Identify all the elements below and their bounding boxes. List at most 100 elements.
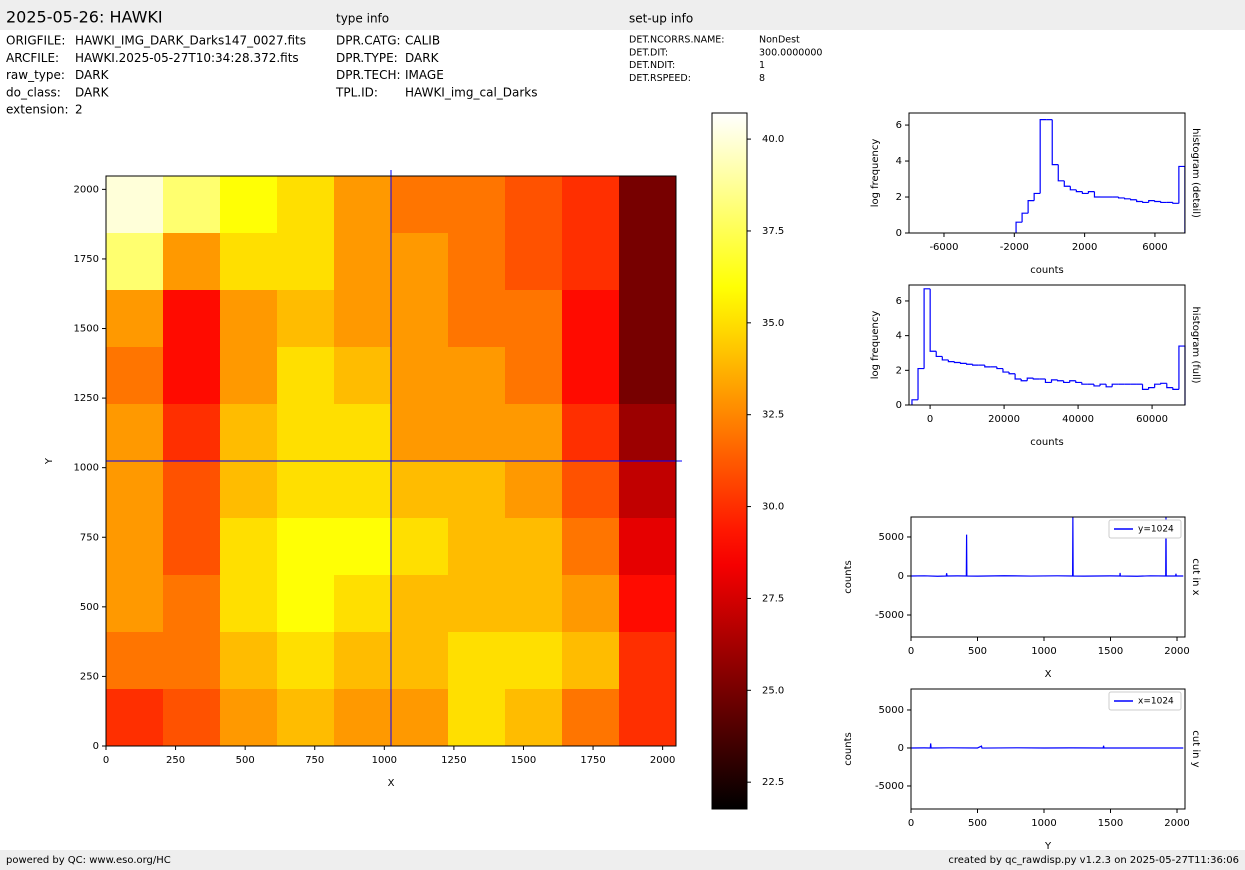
footer-right: created by qc_rawdisp.py v1.2.3 on 2025-…: [948, 855, 1239, 866]
hist-step: [1002, 368, 1010, 373]
pixel-cell: [505, 575, 563, 633]
x-tick-label: -2000: [1000, 242, 1029, 253]
hist-step: [1051, 119, 1059, 166]
hist-step: [1032, 378, 1040, 380]
y-axis-label: log frequency: [870, 311, 881, 380]
info-value: HAWKI.2025-05-27T10:34:28.372.fits: [75, 51, 299, 65]
axes-frame: [105, 175, 677, 747]
hist-step: [935, 351, 943, 358]
hist-step: [1033, 192, 1041, 201]
x-tick-label: 250: [166, 755, 185, 766]
pixel-cell: [277, 461, 335, 519]
colorbar-tick-label: 22.5: [762, 777, 784, 788]
hist-step: [1020, 378, 1028, 382]
pixel-cell: [277, 632, 335, 690]
info-value: CALIB: [405, 34, 440, 48]
pixel-cell: [448, 575, 506, 633]
hist-step: [1093, 191, 1101, 198]
hist-step: [1014, 373, 1022, 380]
hist-step: [1130, 198, 1137, 201]
y-tick-label: 0: [896, 228, 902, 239]
pixel-cell: [619, 689, 677, 747]
pixel-cell: [562, 461, 620, 519]
footer-left: powered by QC: www.eso.org/HC: [6, 855, 171, 866]
pixel-cell: [562, 689, 620, 747]
hist-step: [1044, 378, 1052, 384]
x-tick-label: 500: [968, 646, 987, 657]
info-key: DPR.TYPE:: [336, 51, 398, 65]
hist-step: [1166, 383, 1173, 389]
pixel-cell: [619, 233, 677, 291]
axes-frame: [910, 688, 1186, 810]
hist-step: [929, 288, 937, 352]
info-value: HAWKI_img_cal_Darks: [405, 85, 538, 99]
hist-step: [1039, 119, 1047, 194]
pixel-cell: [562, 575, 620, 633]
hist-step: [1081, 191, 1089, 195]
hist-step: [1111, 383, 1119, 387]
hist-step: [1063, 180, 1071, 187]
hist-step: [1021, 212, 1029, 223]
pixel-cell: [220, 176, 278, 234]
hist-step: [984, 365, 991, 368]
pixel-cell: [505, 176, 563, 234]
pixel-cell: [106, 404, 164, 462]
pixel-cell: [334, 689, 392, 747]
hist-step: [917, 367, 925, 400]
colorbar-tick-label: 27.5: [762, 593, 784, 604]
y-tick-label: 500: [80, 602, 99, 613]
pixel-cell: [163, 632, 221, 690]
x-tick-label: 20000: [988, 414, 1020, 425]
pixel-cell: [619, 290, 677, 348]
pixel-cell: [619, 632, 677, 690]
y-tick-label: -5000: [875, 781, 904, 792]
info-key: DPR.TECH:: [336, 68, 401, 82]
pixel-cell: [505, 632, 563, 690]
pixel-cell: [334, 404, 392, 462]
pixel-cell: [220, 290, 278, 348]
cut-line: [910, 743, 1184, 749]
hist-step: [1154, 383, 1161, 388]
pixel-cell: [220, 518, 278, 576]
pixel-cell: [277, 404, 335, 462]
info-value: 1: [759, 60, 765, 71]
x-tick-label: 0: [908, 646, 914, 657]
pixel-cell: [220, 575, 278, 633]
pixel-cell: [334, 461, 392, 519]
x-tick-label: 1500: [1098, 646, 1123, 657]
info-key: DPR.CATG:: [336, 34, 401, 48]
pixel-cell: [163, 575, 221, 633]
x-axis-label: counts: [1030, 437, 1063, 448]
hist-step: [1099, 383, 1107, 386]
pixel-cell: [448, 404, 506, 462]
pixel-cell: [562, 290, 620, 348]
y-tick-label: 5000: [879, 532, 904, 543]
info-key: raw_type:: [6, 68, 65, 82]
hist-step: [1069, 380, 1076, 383]
y-tick-label: 1000: [74, 463, 99, 474]
info-key: extension:: [6, 103, 69, 117]
x-tick-label: 1500: [511, 755, 536, 766]
x-tick-label: 0: [927, 414, 933, 425]
x-tick-label: 500: [968, 818, 987, 829]
pixel-cell: [277, 176, 335, 234]
pixel-cell: [505, 404, 563, 462]
pixel-cell: [334, 233, 392, 291]
info-value: HAWKI_IMG_DARK_Darks147_0027.fits: [75, 34, 306, 48]
hist-step: [959, 362, 967, 364]
info-key: DET.NCORRS.NAME:: [629, 35, 725, 46]
hist-step: [1015, 221, 1023, 233]
pixel-cell: [391, 290, 449, 348]
pixel-cell: [448, 518, 506, 576]
hist-step: [1093, 384, 1101, 387]
side-title: histogram (full): [1190, 306, 1201, 383]
hist-step: [1141, 384, 1149, 390]
pixel-cell: [562, 347, 620, 405]
x-tick-label: 1000: [372, 755, 397, 766]
x-tick-label: 6000: [1142, 242, 1167, 253]
y-tick-label: 2: [896, 192, 902, 203]
side-title: cut in y: [1190, 730, 1201, 767]
hist-step: [1178, 345, 1186, 405]
pixel-cell: [106, 632, 164, 690]
